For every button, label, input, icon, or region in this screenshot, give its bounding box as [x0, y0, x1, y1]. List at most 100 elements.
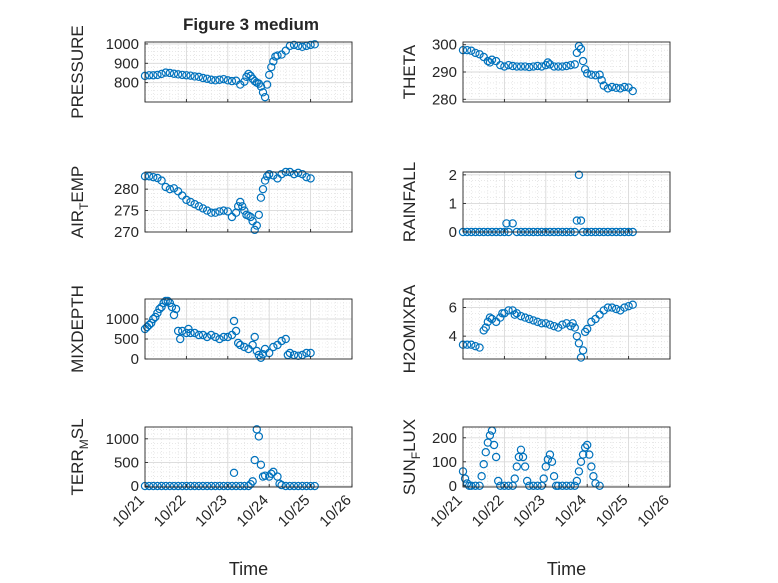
chart6-data-point: [570, 323, 579, 332]
chart7-axes-box: [144, 426, 353, 488]
chart8-x-tick-label: 10/23: [510, 492, 549, 531]
chart3-data-point: [202, 206, 212, 215]
chart2-data-point: [554, 62, 563, 71]
chart7-data-point: [289, 481, 299, 491]
chart7-data-point: [248, 477, 257, 486]
chart6-axes-box: [462, 298, 671, 360]
chart3-data-point: [144, 172, 154, 181]
chart8-y-tick-label: 100: [432, 454, 457, 471]
chart5-data-point: [144, 320, 154, 330]
chart8-data-point: [504, 481, 513, 490]
chart2-data-point: [595, 70, 604, 79]
chart2-data-point: [496, 60, 505, 70]
chart8-ylabel: SUNFLUX: [400, 419, 423, 495]
chart6-data-point: [512, 309, 522, 318]
chart8-data-point: [547, 457, 557, 466]
chart3-data-point: [277, 169, 286, 179]
chart1-y-tick-label: 1000: [106, 36, 139, 53]
chart7-xlabel: Time: [229, 559, 268, 579]
chart5-data-point: [269, 342, 278, 352]
chart6-data-point: [520, 313, 530, 322]
chart1-data-point: [207, 75, 216, 84]
chart8-data-point: [520, 462, 530, 471]
chart3-data-point: [157, 176, 166, 185]
chart2-data-point: [525, 62, 534, 72]
chart1-data-point: [262, 80, 272, 89]
chart7-data-point: [254, 432, 264, 441]
chart6-data-point: [516, 311, 526, 321]
chart1-data-point: [250, 76, 259, 86]
chart6-data-point: [574, 339, 584, 348]
chart2-data-point: [587, 70, 596, 79]
chart8-data-point: [566, 481, 575, 490]
chart5-data-point: [175, 334, 185, 344]
chart3-data-point: [194, 202, 204, 211]
chart1-ylabel: PRESSURE: [68, 25, 87, 119]
chart5-y-tick-label: 1000: [106, 311, 139, 328]
chart6-data-point: [607, 303, 617, 312]
chart2-data-point: [558, 62, 567, 71]
chart1-data-point: [169, 69, 179, 78]
chart5-data-point: [231, 326, 241, 336]
chart3-data-point: [258, 184, 268, 194]
chart2-y-tick-label: 280: [432, 91, 457, 108]
chart8-data-point: [491, 452, 501, 462]
chart1-data-point: [153, 70, 162, 80]
chart7-data-point: [298, 481, 307, 491]
chart8-x-tick-label: 10/22: [469, 492, 508, 531]
chart7-plot-area: [145, 427, 352, 487]
chart3-data-point: [306, 174, 315, 183]
chart8-data-point: [595, 481, 604, 490]
chart4-axes-box: [462, 171, 671, 233]
chart7-x-tick-label: 10/26: [316, 492, 355, 531]
chart2-data-point: [628, 86, 637, 96]
chart2-data-point: [591, 71, 600, 80]
chart8-x-tick-label: 10/24: [551, 492, 590, 531]
chart8-data-point: [543, 455, 553, 464]
chart3-y-tick-label: 275: [114, 203, 139, 220]
chart7-data-point: [281, 481, 290, 491]
chart2-data-point: [607, 82, 617, 92]
chart5-data-point: [240, 342, 249, 352]
chart3-data-point: [250, 225, 259, 235]
chart2-data-point: [516, 62, 526, 71]
chart8-data-point: [475, 481, 484, 490]
chart6-data-point: [616, 306, 625, 315]
chart1-y-tick-label: 900: [114, 55, 139, 72]
chart6-data-point: [504, 306, 513, 315]
chart2-data-point: [462, 45, 472, 55]
chart7-data-point: [269, 467, 278, 477]
chart2-data-point: [597, 75, 606, 85]
chart3-data-point: [289, 169, 299, 179]
chart4-ylabel: RAINFALL: [400, 162, 419, 242]
chart3-data-point: [236, 197, 245, 207]
chart8-data-point: [485, 431, 495, 440]
chart1-data-point: [211, 76, 220, 85]
chart3-data-point: [219, 206, 228, 215]
chart3-data-point: [215, 207, 224, 216]
chart8-data-point: [477, 472, 486, 481]
chart4-y-tick-label: 0: [449, 224, 457, 241]
chart5-data-point: [233, 338, 243, 348]
chart6-data-point: [558, 320, 567, 329]
chart7-x-tick-label: 10/21: [109, 492, 148, 531]
chart8-data-point: [493, 476, 503, 486]
chart6-data-point: [583, 324, 592, 334]
chart5-data-point: [277, 336, 286, 346]
chart1-data-point: [144, 71, 154, 80]
chart8-data-point: [587, 462, 596, 471]
chart2-data-point: [578, 56, 588, 66]
chart6-data-point: [462, 340, 472, 349]
chart1-data-point: [173, 70, 183, 79]
chart7-data-point: [231, 481, 241, 491]
chart6-y-tick-label: 6: [449, 300, 457, 317]
chart5-data-point: [194, 330, 204, 340]
chart3-y-tick-label: 280: [114, 181, 139, 198]
chart8-data-point: [572, 476, 582, 486]
chart5-data-point: [147, 318, 156, 328]
chart6-data-point: [508, 306, 517, 315]
chart7-x-tick-label: 10/22: [151, 492, 190, 531]
chart2-data-point: [533, 61, 542, 71]
chart5-y-tick-label: 0: [131, 351, 139, 368]
